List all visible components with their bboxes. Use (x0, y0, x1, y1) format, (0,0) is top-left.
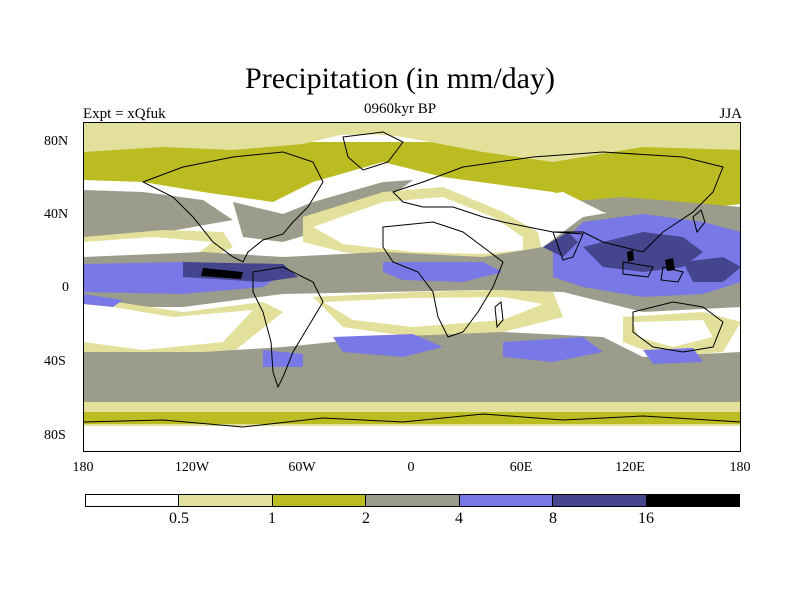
colorbar-segment-3 (366, 495, 460, 506)
precipitation-map (83, 122, 741, 452)
lat-label-80s: 80S (44, 428, 66, 443)
map-title: Precipitation (in mm/day) (245, 62, 555, 95)
colorbar-segment-2 (272, 495, 367, 506)
lon-label-180e: 180 (729, 460, 751, 475)
colorbar-label-4: 4 (455, 510, 463, 527)
colorbar-segment-1 (179, 495, 273, 506)
colorbar (85, 494, 740, 507)
lat-label-80n: 80N (44, 134, 69, 149)
lon-label-180w: 180 (72, 460, 94, 475)
season-subtitle: JJA (719, 106, 742, 122)
colorbar-label-16: 16 (638, 510, 654, 527)
colorbar-label-1: 1 (268, 510, 276, 527)
lon-label-60w: 60W (288, 460, 316, 475)
coastlines (83, 131, 741, 428)
lon-label-120w: 120W (174, 460, 210, 475)
lat-label-0: 0 (62, 280, 69, 295)
lat-label-40s: 40S (44, 354, 66, 369)
colorbar-label-0-5: 0.5 (169, 510, 189, 527)
time-subtitle: 0960kyr BP (363, 101, 437, 117)
lon-label-60e: 60E (509, 460, 533, 475)
lon-label-0: 0 (407, 460, 415, 475)
colorbar-segment-5 (553, 495, 647, 506)
colorbar-segment-6 (646, 495, 739, 506)
experiment-subtitle: Expt = xQfuk (83, 106, 166, 122)
lon-label-120e: 120E (615, 460, 645, 475)
colorbar-label-8: 8 (549, 510, 557, 527)
lat-label-40n: 40N (44, 207, 69, 222)
colorbar-label-2: 2 (362, 510, 370, 527)
map-frame (83, 122, 741, 452)
colorbar-segment-0 (86, 495, 180, 506)
colorbar-segment-4 (459, 495, 554, 506)
